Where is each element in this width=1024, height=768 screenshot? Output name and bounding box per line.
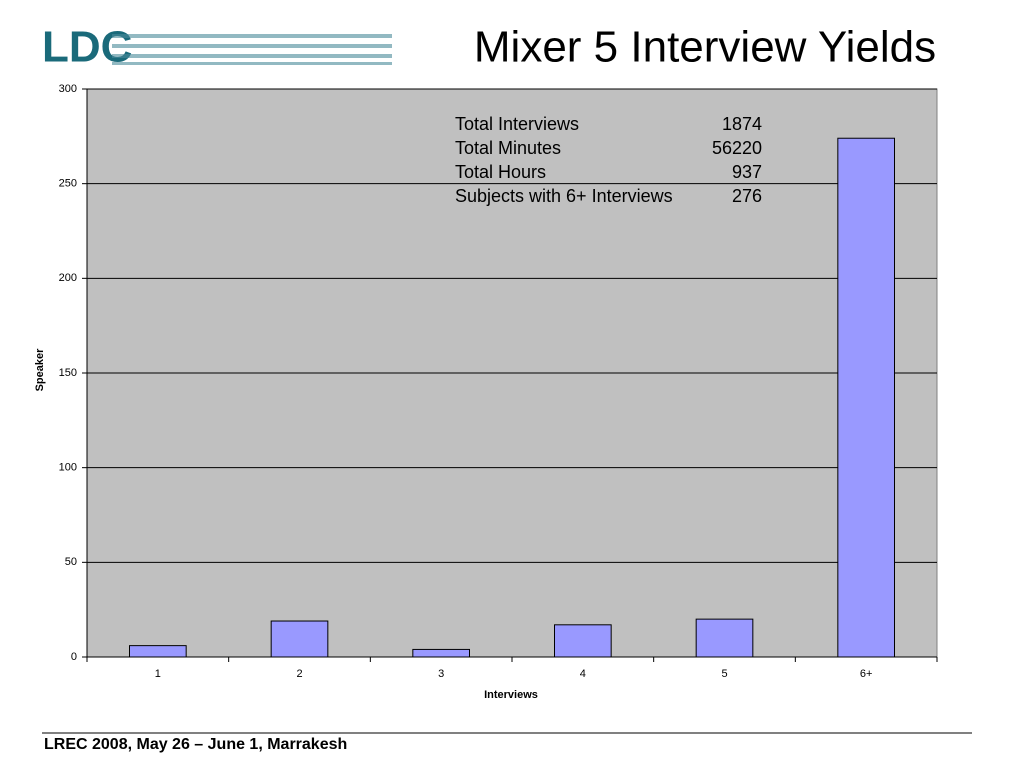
chart-title: Mixer 5 Interview Yields — [474, 23, 936, 72]
x-axis-label: Interviews — [484, 689, 538, 701]
summary-value: 1874 — [722, 114, 762, 134]
x-tick-label: 4 — [580, 668, 586, 680]
logo-stripe — [112, 54, 392, 58]
bar — [554, 624, 612, 658]
y-tick-label: 100 — [59, 462, 77, 474]
y-tick-label: 150 — [59, 367, 77, 379]
logo: LDC — [42, 23, 392, 72]
y-tick-label: 0 — [71, 651, 77, 663]
y-tick-label: 50 — [65, 556, 77, 568]
bar — [412, 648, 471, 658]
logo-stripe — [112, 34, 392, 38]
y-tick-label: 300 — [59, 83, 77, 95]
y-tick-label: 250 — [59, 178, 77, 190]
logo-stripe — [112, 62, 392, 65]
y-axis-label: Speaker — [34, 348, 46, 392]
summary-label: Total Minutes — [455, 138, 561, 158]
x-tick-label: 1 — [155, 668, 161, 680]
summary-value: 937 — [732, 162, 762, 182]
x-tick-label: 2 — [296, 668, 302, 680]
summary-label: Total Hours — [455, 162, 546, 182]
bar — [270, 620, 329, 658]
logo-stripe — [112, 44, 392, 48]
footer: LREC 2008, May 26 – June 1, Marrakesh — [44, 736, 347, 753]
summary-label: Subjects with 6+ Interviews — [455, 186, 673, 206]
bar — [837, 137, 895, 658]
x-tick-label: 6+ — [860, 668, 873, 680]
summary-value: 276 — [732, 186, 762, 206]
y-tick-label: 200 — [59, 272, 77, 284]
summary-label: Total Interviews — [455, 114, 579, 134]
summary-value: 56220 — [712, 138, 762, 158]
x-tick-label: 3 — [438, 668, 444, 680]
bar — [695, 618, 754, 658]
x-tick-label: 5 — [721, 668, 727, 680]
bar — [129, 645, 187, 658]
